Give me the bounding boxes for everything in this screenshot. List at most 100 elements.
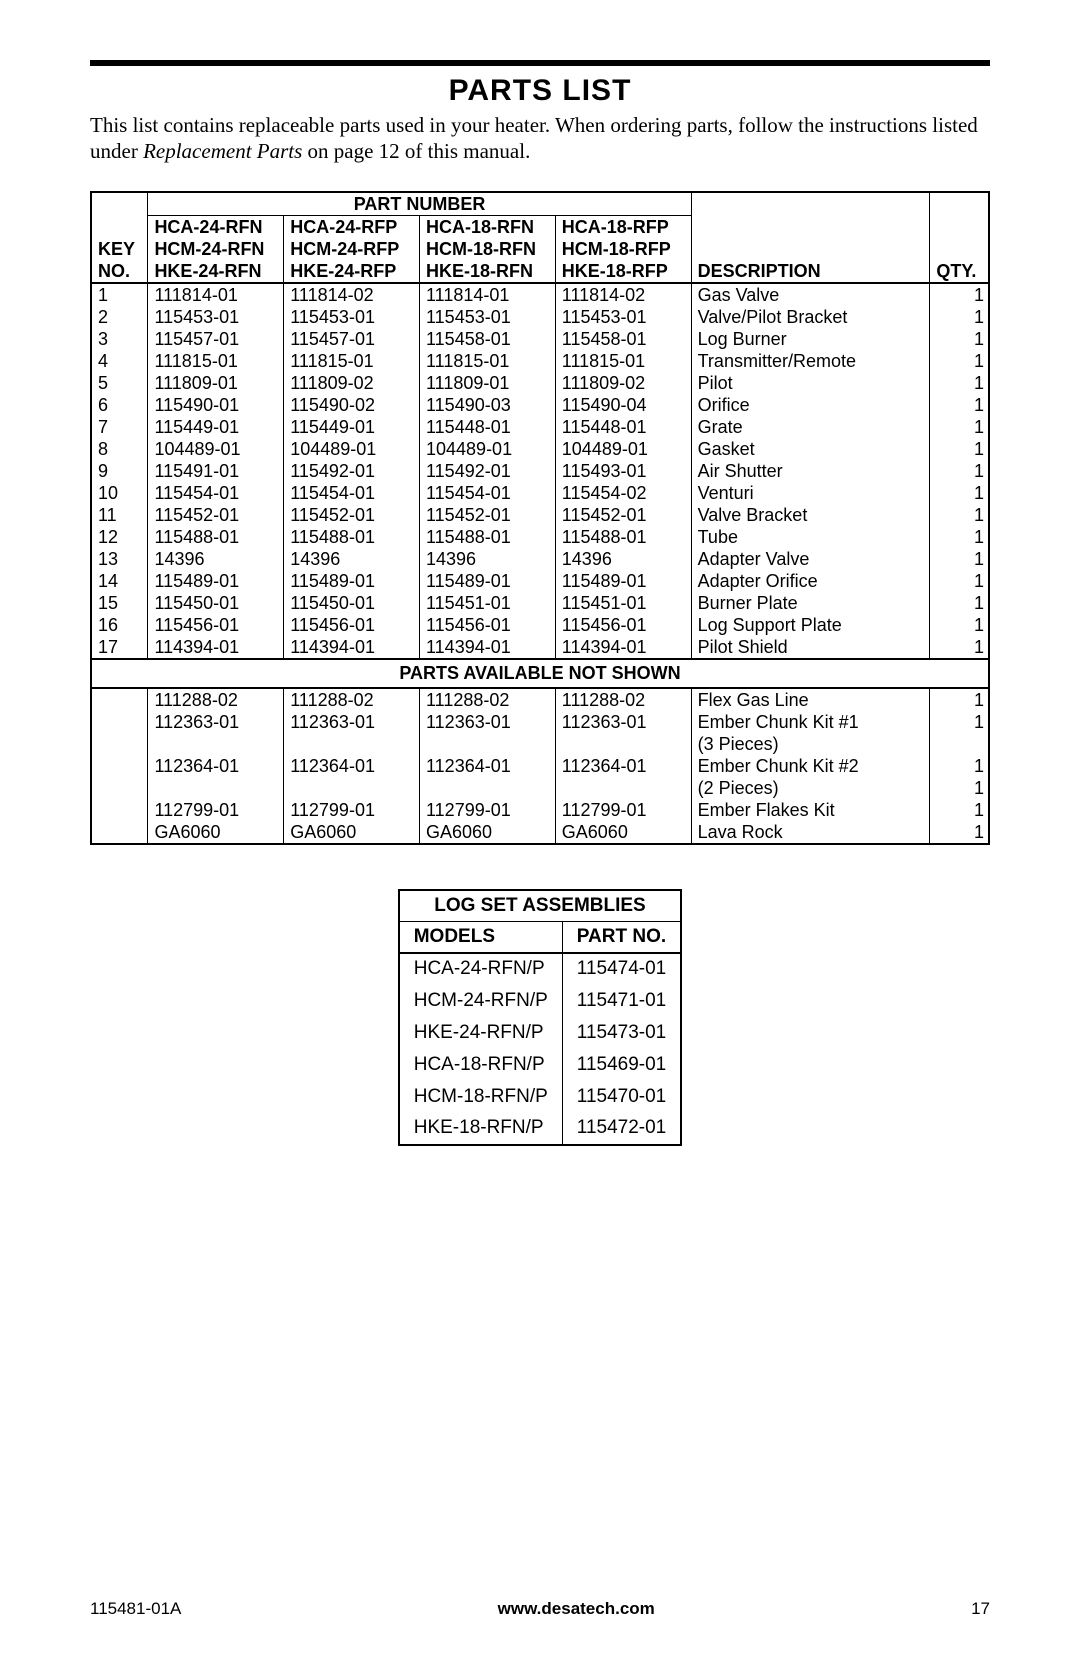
intro-post: on page 12 of this manual.	[302, 139, 530, 163]
cell-model: HKE-24-RFN/P	[399, 1017, 563, 1049]
table-row: (3 Pieces)	[91, 733, 989, 755]
cell-partno: 115471-01	[562, 985, 681, 1017]
cell-partno: 115448-01	[555, 416, 691, 438]
cell-partno: 115453-01	[148, 306, 284, 328]
cell-partno: 111288-02	[420, 688, 556, 711]
cell-partno: 112364-01	[555, 755, 691, 777]
table-row: 10115454-01115454-01115454-01115454-02Ve…	[91, 482, 989, 504]
cell-qty: 1	[930, 372, 989, 394]
footer-doc-no: 115481-01A	[90, 1599, 181, 1619]
cell-partno: 14396	[555, 548, 691, 570]
cell-key	[91, 733, 148, 755]
table-row: 17114394-01114394-01114394-01114394-01Pi…	[91, 636, 989, 659]
cell-qty: 1	[930, 777, 989, 799]
footer-page-no: 17	[971, 1599, 990, 1619]
cell-model: HCM-24-RFN/P	[399, 985, 563, 1017]
cell-description: Ember Chunk Kit #1	[691, 711, 930, 733]
cell-partno: GA6060	[148, 821, 284, 844]
cell-partno: 111815-01	[555, 350, 691, 372]
cell-description: Valve Bracket	[691, 504, 930, 526]
footer-url: www.desatech.com	[498, 1599, 655, 1619]
cell-partno: 115451-01	[420, 592, 556, 614]
table-row: 14115489-01115489-01115489-01115489-01Ad…	[91, 570, 989, 592]
cell-key: 16	[91, 614, 148, 636]
cell-partno: 114394-01	[555, 636, 691, 659]
table-row: 1314396143961439614396Adapter Valve1	[91, 548, 989, 570]
cell-key: 14	[91, 570, 148, 592]
cell-partno: 111809-02	[284, 372, 420, 394]
table-row: 111288-02111288-02111288-02111288-02Flex…	[91, 688, 989, 711]
cell-partno: 112799-01	[420, 799, 556, 821]
page-title: PARTS LIST	[90, 74, 990, 108]
cell-description: Log Support Plate	[691, 614, 930, 636]
cell-partno: 111809-01	[148, 372, 284, 394]
cell-key: 8	[91, 438, 148, 460]
cell-qty: 1	[930, 688, 989, 711]
cell-partno: 115489-01	[148, 570, 284, 592]
table-row: HKE-24-RFN/P115473-01	[399, 1017, 682, 1049]
hdr-model: HKE-24-RFP	[284, 260, 420, 283]
table-row: 9115491-01115492-01115492-01115493-01Air…	[91, 460, 989, 482]
cell-partno: 115450-01	[148, 592, 284, 614]
cell-model: HCM-18-RFN/P	[399, 1081, 563, 1113]
hdr-qty: QTY.	[930, 260, 989, 283]
table-row: 112364-01112364-01112364-01112364-01Embe…	[91, 755, 989, 777]
cell-partno: 104489-01	[148, 438, 284, 460]
section-header: PARTS AVAILABLE NOT SHOWN	[91, 659, 989, 688]
cell-partno	[148, 733, 284, 755]
cell-description: Orifice	[691, 394, 930, 416]
cell-partno: 115492-01	[420, 460, 556, 482]
hdr-description: DESCRIPTION	[691, 260, 930, 283]
cell-partno: 115449-01	[284, 416, 420, 438]
cell-partno: 112363-01	[148, 711, 284, 733]
cell-partno	[420, 733, 556, 755]
table-row: HCM-24-RFN/P115471-01	[399, 985, 682, 1017]
cell-partno: 115488-01	[284, 526, 420, 548]
hdr-model: HCM-24-RFP	[284, 238, 420, 260]
table-row: HCA-18-RFN/P115469-01	[399, 1049, 682, 1081]
cell-partno	[420, 777, 556, 799]
cell-partno: 112363-01	[284, 711, 420, 733]
cell-partno	[555, 777, 691, 799]
table-row: 112799-01112799-01112799-01112799-01Embe…	[91, 799, 989, 821]
table-row: 11115452-01115452-01115452-01115452-01Va…	[91, 504, 989, 526]
parts-table: PART NUMBERHCA-24-RFNHCA-24-RFPHCA-18-RF…	[90, 191, 990, 845]
cell-partno: 115473-01	[562, 1017, 681, 1049]
cell-description: Pilot Shield	[691, 636, 930, 659]
cell-partno: 115452-01	[555, 504, 691, 526]
cell-partno: 14396	[148, 548, 284, 570]
logset-title: LOG SET ASSEMBLIES	[399, 890, 682, 922]
cell-description: Burner Plate	[691, 592, 930, 614]
cell-key: 9	[91, 460, 148, 482]
hdr-model: HCM-18-RFP	[555, 238, 691, 260]
cell-partno: 112363-01	[420, 711, 556, 733]
cell-qty: 1	[930, 306, 989, 328]
cell-description: Ember Chunk Kit #2	[691, 755, 930, 777]
cell-qty	[930, 733, 989, 755]
cell-key	[91, 755, 148, 777]
table-row: 16115456-01115456-01115456-01115456-01Lo…	[91, 614, 989, 636]
cell-description: Adapter Orifice	[691, 570, 930, 592]
cell-qty: 1	[930, 755, 989, 777]
cell-key	[91, 821, 148, 844]
table-row: 8104489-01104489-01104489-01104489-01Gas…	[91, 438, 989, 460]
cell-partno	[284, 777, 420, 799]
cell-partno: 115457-01	[284, 328, 420, 350]
hdr-blank	[91, 192, 148, 238]
cell-partno: 111814-01	[148, 283, 284, 306]
cell-description: Lava Rock	[691, 821, 930, 844]
cell-partno: 111814-01	[420, 283, 556, 306]
cell-description: Adapter Valve	[691, 548, 930, 570]
cell-partno: 115454-01	[420, 482, 556, 504]
cell-partno: 115454-01	[148, 482, 284, 504]
hdr-model: HCA-18-RFN	[420, 215, 556, 238]
cell-partno: 114394-01	[420, 636, 556, 659]
cell-qty: 1	[930, 328, 989, 350]
cell-partno: 115452-01	[284, 504, 420, 526]
cell-partno: 115453-01	[555, 306, 691, 328]
cell-qty: 1	[930, 799, 989, 821]
cell-partno: 115469-01	[562, 1049, 681, 1081]
cell-qty: 1	[930, 438, 989, 460]
cell-qty: 1	[930, 526, 989, 548]
cell-partno: 104489-01	[555, 438, 691, 460]
